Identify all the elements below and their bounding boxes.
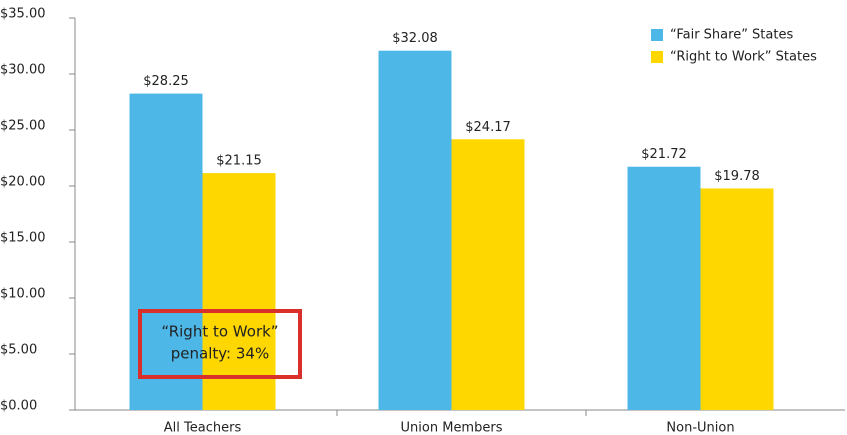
annotation-text: penalty: 34% — [171, 345, 269, 363]
x-tick-label: All Teachers — [164, 421, 242, 435]
bar — [202, 173, 276, 410]
value-label: $19.78 — [714, 169, 760, 184]
bar — [700, 188, 774, 410]
y-tick-label: $10.00 — [0, 287, 46, 302]
bar — [378, 50, 452, 410]
legend-swatch — [651, 51, 663, 63]
x-tick-label: Non-Union — [666, 421, 734, 435]
y-tick-label: $20.00 — [0, 175, 46, 190]
value-label: $24.17 — [465, 120, 511, 135]
bar — [451, 139, 525, 410]
annotation-text: “Right to Work” — [161, 323, 278, 341]
legend-label: “Fair Share” States — [670, 28, 793, 43]
annotation-box — [138, 309, 302, 379]
y-tick-label: $15.00 — [0, 231, 46, 246]
y-tick-label: $30.00 — [0, 63, 46, 78]
legend-label: “Right to Work” States — [670, 50, 817, 65]
value-label: $32.08 — [392, 31, 438, 46]
legend-swatch — [651, 29, 663, 41]
y-tick-label: $0.00 — [0, 399, 37, 414]
x-tick-label: Union Members — [401, 421, 503, 435]
y-tick-label: $35.00 — [0, 7, 46, 22]
value-label: $28.25 — [143, 74, 189, 89]
value-label: $21.15 — [216, 154, 262, 169]
y-tick-label: $5.00 — [0, 343, 37, 358]
value-label: $21.72 — [641, 147, 687, 162]
y-tick-label: $25.00 — [0, 119, 46, 134]
bar — [627, 166, 701, 410]
